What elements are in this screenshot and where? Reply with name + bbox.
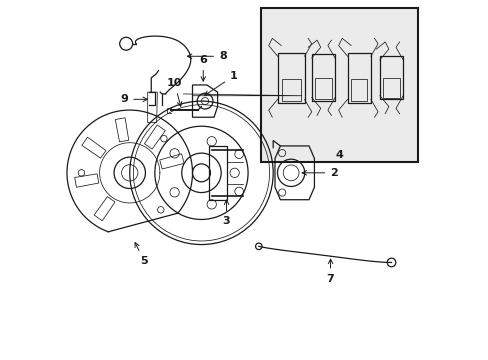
Text: 2: 2 bbox=[302, 168, 337, 178]
Text: 1: 1 bbox=[204, 71, 237, 95]
Text: 7: 7 bbox=[326, 259, 334, 284]
Text: 9: 9 bbox=[120, 94, 147, 104]
Text: 3: 3 bbox=[223, 200, 230, 226]
Text: 5: 5 bbox=[135, 243, 147, 266]
Text: 4: 4 bbox=[335, 150, 343, 160]
Text: 6: 6 bbox=[199, 55, 207, 81]
Bar bbox=[260, 8, 418, 162]
Text: 10: 10 bbox=[166, 78, 182, 106]
Text: 8: 8 bbox=[187, 51, 226, 61]
